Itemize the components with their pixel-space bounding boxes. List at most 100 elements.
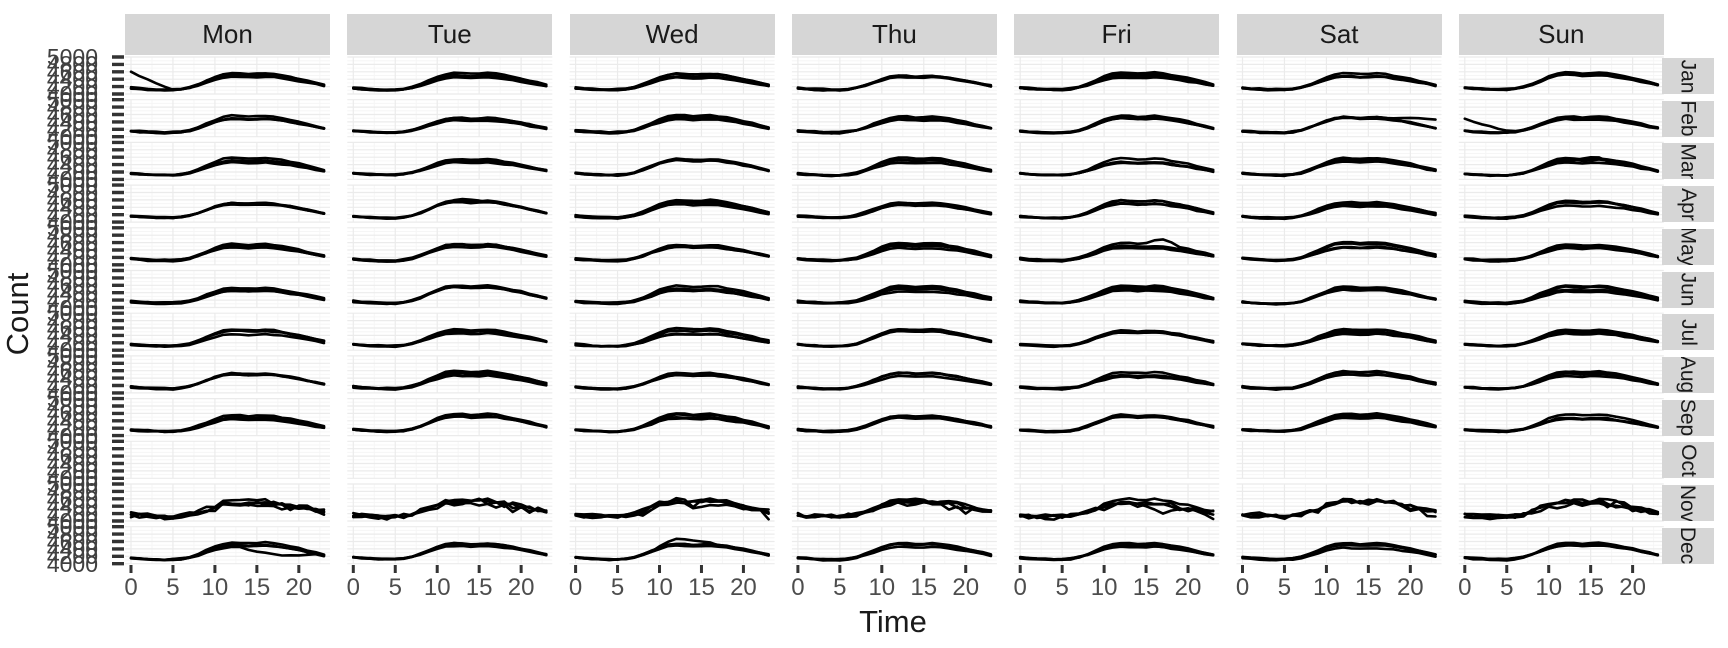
x-axis-ticks (129, 565, 1635, 573)
x-tick-label: 0 (1458, 574, 1472, 601)
y-tick-label: 5000 (46, 172, 98, 199)
y-tick-label: 4200 (46, 287, 98, 314)
data-line (352, 497, 548, 520)
x-tick-label: 20 (1619, 574, 1646, 601)
x-tick-label: 5 (166, 574, 180, 601)
data-line (1463, 374, 1660, 390)
x-tick-label: 0 (124, 574, 138, 601)
data-line (1018, 541, 1215, 562)
data-line (1241, 369, 1437, 390)
data-line (352, 74, 548, 92)
y-tick-label: 4000 (46, 123, 98, 150)
data-line (796, 545, 993, 561)
data-line (1463, 116, 1660, 134)
data-line (129, 201, 326, 220)
x-tick-label: 15 (465, 574, 493, 601)
y-tick-label: 4000 (46, 81, 98, 107)
x-tick-label: 5 (388, 574, 402, 601)
y-axis-ticks (112, 55, 124, 566)
data-line (1463, 330, 1660, 348)
data-line (574, 243, 770, 263)
data-line (796, 74, 993, 92)
data-line (352, 116, 548, 134)
data-line (129, 243, 326, 262)
facet-column-strip: Thu (791, 14, 997, 55)
data-line (1241, 329, 1437, 347)
data-line (1463, 115, 1660, 133)
data-line (796, 371, 993, 391)
y-tick-label: 4600 (46, 144, 98, 171)
data-line (352, 327, 548, 348)
data-line (1463, 285, 1660, 306)
gridlines-major (569, 440, 775, 479)
y-tick-label: 4400 (46, 365, 98, 392)
y-tick-label: 5000 (46, 385, 98, 412)
facet-row-strip: Jun (1662, 271, 1714, 308)
data-line (1463, 541, 1660, 562)
data-line (1463, 498, 1660, 521)
x-tick-label: 0 (791, 574, 805, 601)
y-tick-label: 4400 (46, 322, 98, 349)
data-line (796, 284, 993, 305)
y-tick-label: 4000 (46, 294, 98, 321)
gridlines-major (791, 440, 997, 479)
y-tick-label: 4200 (46, 415, 98, 442)
y-tick-label: 4400 (46, 194, 98, 221)
x-tick-label: 5 (1277, 574, 1292, 601)
data-line (1241, 240, 1437, 262)
data-line (796, 241, 993, 262)
y-tick-label: 4800 (46, 478, 98, 505)
data-line (129, 413, 326, 433)
y-tick-label: 4400 (46, 108, 98, 135)
x-tick-label: 20 (507, 574, 535, 601)
y-tick-label: 4000 (46, 508, 98, 534)
data-line (1018, 375, 1215, 391)
y-tick-label: 4000 (46, 550, 98, 577)
facet-column-strip: Sun (1458, 14, 1664, 55)
x-tick-label: 15 (1132, 574, 1160, 601)
y-tick-label: 4800 (46, 264, 98, 291)
data-line (1241, 115, 1437, 135)
x-tick-label: 0 (346, 574, 360, 601)
data-line (129, 117, 326, 135)
facet-row-strip: Sep (1662, 399, 1714, 436)
facet-row-strip: May (1662, 228, 1714, 265)
x-tick-label: 5 (1500, 574, 1514, 601)
data-line (1018, 198, 1215, 220)
y-tick-label: 4200 (46, 457, 98, 484)
y-tick-label: 5000 (46, 513, 98, 540)
x-tick-label: 10 (1535, 574, 1563, 601)
y-tick-label: 4600 (46, 101, 98, 128)
gridlines-minor (791, 441, 997, 479)
data-line (352, 415, 548, 433)
x-tick-label: 20 (1396, 574, 1424, 601)
y-tick-label: 4000 (46, 209, 98, 236)
x-tick-label: 0 (1235, 574, 1250, 601)
data-line (1018, 238, 1215, 262)
data-line (574, 544, 770, 561)
y-tick-label: 4000 (46, 337, 98, 364)
y-tick-label: 4800 (46, 393, 98, 419)
data-line (1241, 413, 1437, 433)
gridlines-minor (347, 441, 553, 479)
y-tick-label: 5000 (46, 44, 98, 70)
data-line (1463, 245, 1660, 263)
gridlines-major (347, 483, 553, 522)
facet-row-strip: Mar (1662, 143, 1714, 180)
data-line (1018, 497, 1215, 521)
data-line (129, 75, 326, 92)
data-line (574, 117, 770, 135)
x-tick-label: 20 (730, 574, 757, 601)
facet-row-strip: Apr (1662, 186, 1714, 223)
data-line (796, 202, 993, 219)
y-tick-label: 4600 (46, 400, 98, 427)
y-tick-label: 4600 (46, 229, 98, 256)
x-tick-label: 10 (1090, 574, 1118, 601)
x-tick-label: 10 (646, 574, 673, 601)
y-tick-label: 4200 (46, 500, 98, 527)
x-tick-label: 15 (243, 574, 271, 601)
y-tick-label: 4800 (46, 307, 98, 334)
x-tick-label: 20 (1174, 574, 1202, 601)
y-tick-label: 4000 (46, 465, 98, 492)
data-line (574, 72, 770, 91)
